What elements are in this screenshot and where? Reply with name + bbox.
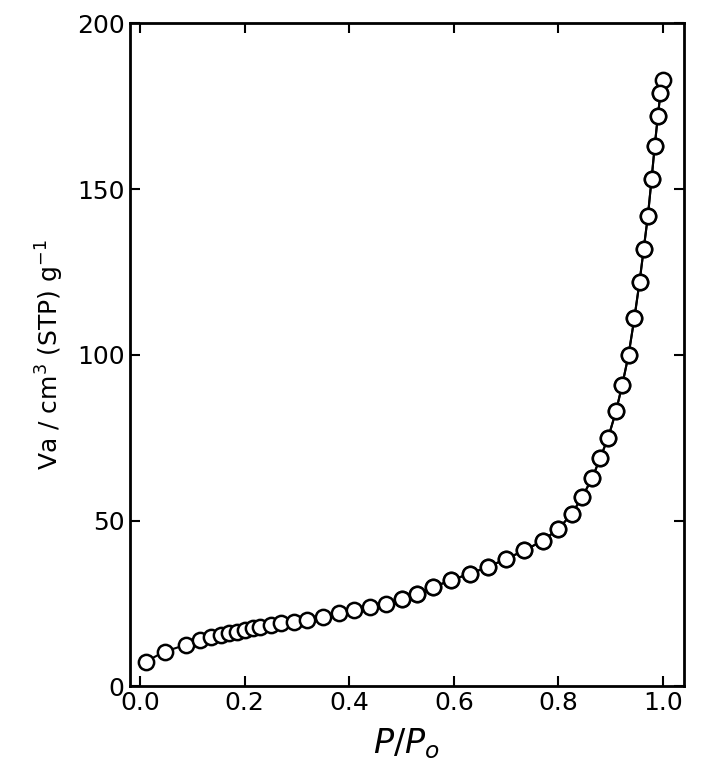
X-axis label: $P/P_{o}$: $P/P_{o}$ [374, 726, 440, 761]
Y-axis label: Va / cm$^{3}$ (STP) g$^{-1}$: Va / cm$^{3}$ (STP) g$^{-1}$ [34, 239, 66, 470]
